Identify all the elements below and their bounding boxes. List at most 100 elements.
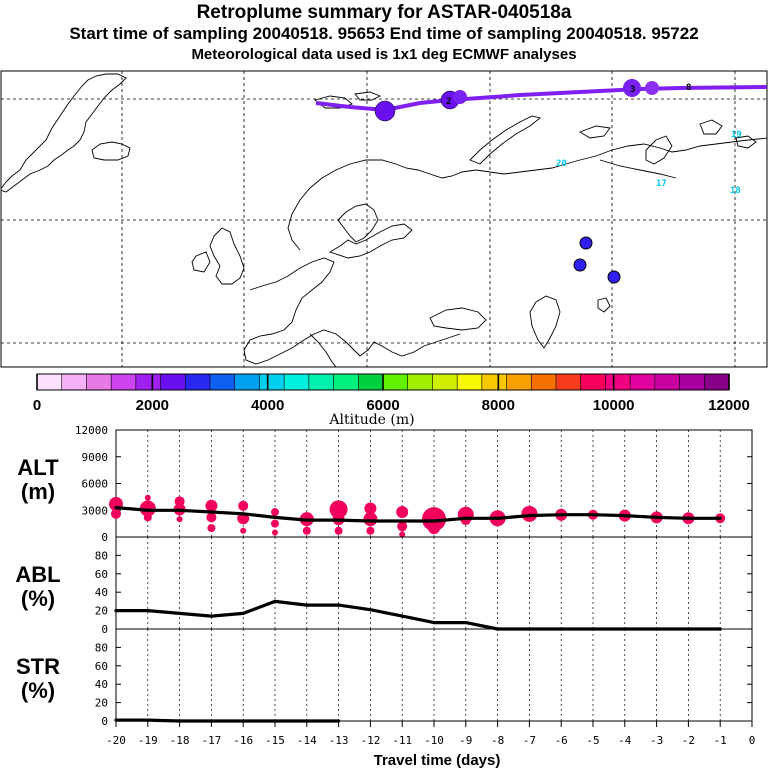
x-tick-label: -16: [233, 734, 253, 747]
series-point: [718, 516, 722, 520]
series-point: [209, 510, 213, 514]
plume-marker: [302, 526, 311, 535]
plume-marker: [139, 500, 156, 517]
plume-marker: [364, 502, 377, 515]
plume-marker: [271, 519, 279, 528]
plume-marker: [334, 526, 343, 535]
series-point: [337, 518, 341, 522]
plume-cluster: [623, 79, 641, 97]
panel-str: 0 20 40 60 80 STR(%): [16, 628, 753, 728]
colorbar-swatch: [407, 373, 434, 391]
series-point: [114, 718, 118, 722]
colorbar-swatch: [259, 373, 285, 391]
map-panel: 20 19 17 18 2 3 8: [0, 70, 768, 368]
x-tick-label: -4: [618, 734, 632, 747]
x-tick-label: -15: [265, 734, 285, 747]
panel-y-label: ALT: [17, 455, 59, 480]
panel-y-label: (%): [21, 586, 55, 611]
series-point: [114, 505, 118, 510]
colorbar-swatch: [605, 373, 631, 391]
series-point: [432, 620, 436, 625]
colorbar-swatch: [432, 373, 458, 391]
colorbar-title: Altitude (m): [328, 412, 414, 428]
colorbar-tick-label: 0: [33, 397, 41, 414]
x-tick-label: -14: [297, 734, 317, 747]
colorbar-tick-labels: 0 2000 4000 6000 8000 10000 12000: [33, 374, 750, 414]
colorbar-swatch: [184, 373, 211, 391]
series-point: [146, 718, 150, 722]
colorbar-swatch: [209, 373, 236, 391]
series-point: [209, 614, 213, 618]
panel-y-label: STR: [16, 654, 60, 679]
x-tick-label: -11: [392, 734, 412, 747]
y-tick-label: 0: [101, 623, 108, 636]
coast-scandinavia: [287, 137, 767, 251]
series-point: [337, 603, 341, 607]
plume-marker: [396, 506, 409, 519]
colorbar-swatch: [654, 373, 681, 391]
panel-alt: 0 3000 6000 9000 12000 ALT(m): [17, 424, 753, 544]
y-tick-label: 0: [101, 531, 108, 544]
x-tick-label: -7: [523, 734, 536, 747]
coast-greenland: [1, 73, 127, 193]
series-point: [146, 609, 150, 613]
colorbar-tick-label: 2000: [136, 397, 169, 414]
x-tick-label: -8: [491, 734, 504, 747]
coast-svalbard: [314, 95, 353, 109]
y-tick-label: 80: [95, 549, 108, 562]
colorbar-swatch: [110, 373, 137, 391]
series-point: [464, 620, 468, 625]
map-day-label: 20: [556, 159, 567, 169]
chart-subtitle-2: Meteorological data used is 1x1 deg ECMW…: [191, 46, 577, 63]
colorbar-swatch: [506, 373, 532, 391]
y-tick-label: 0: [101, 715, 108, 728]
chart-title: Retroplume summary for ASTAR-040518a: [196, 2, 572, 23]
colorbar-tick-label: 6000: [366, 397, 399, 414]
x-tick-label: -20: [106, 734, 126, 747]
x-tick-label: -1: [714, 734, 727, 747]
series-point: [368, 519, 372, 523]
series-point: [241, 512, 245, 516]
colorbar-tick-label: 12000: [708, 397, 750, 414]
coast-britain: [209, 227, 245, 285]
colorbar-swatch: [530, 373, 557, 391]
map-day-label: 3: [630, 85, 635, 95]
y-tick-label: 20: [95, 605, 108, 618]
series-point: [305, 603, 309, 607]
colorbar-swatch: [679, 373, 705, 391]
series-point: [464, 516, 468, 520]
plume-cluster: [645, 81, 659, 95]
map-day-label: 2: [446, 97, 451, 107]
x-axis-label: Travel time (days): [374, 752, 501, 768]
series-point: [368, 608, 372, 612]
series-point: [623, 514, 627, 518]
x-tick-label: -3: [650, 734, 663, 747]
series-point: [273, 599, 277, 604]
series-point: [241, 611, 245, 615]
map-day-labels: 20 19 17 18 2 3 8: [446, 83, 742, 196]
series-point: [273, 515, 277, 519]
chart-subtitle: Start time of sampling 20040518. 95653 E…: [69, 24, 699, 43]
y-tick-label: 6000: [82, 478, 109, 491]
plume-marker: [240, 527, 247, 534]
colorbar-swatch: [333, 373, 359, 391]
plume-marker: [271, 508, 279, 517]
plume-marker: [397, 521, 408, 532]
colorbar-tick-label: 8000: [482, 397, 515, 414]
plume-marker: [329, 500, 348, 519]
plume-marker: [111, 508, 121, 519]
colorbar-swatch: [61, 373, 88, 391]
coast-caspian: [529, 295, 561, 349]
plume-marker: [144, 494, 151, 501]
x-tick-label: -9: [459, 734, 472, 747]
colorbar-swatch: [135, 373, 162, 391]
series-point: [496, 516, 500, 520]
series-point: [559, 513, 563, 517]
plume-cluster: [374, 100, 396, 122]
plume-trajectory: [315, 79, 767, 284]
coastlines: [1, 73, 767, 367]
x-tick-label: -12: [360, 734, 380, 747]
y-tick-label: 12000: [75, 424, 108, 437]
colorbar-swatch: [357, 373, 384, 391]
